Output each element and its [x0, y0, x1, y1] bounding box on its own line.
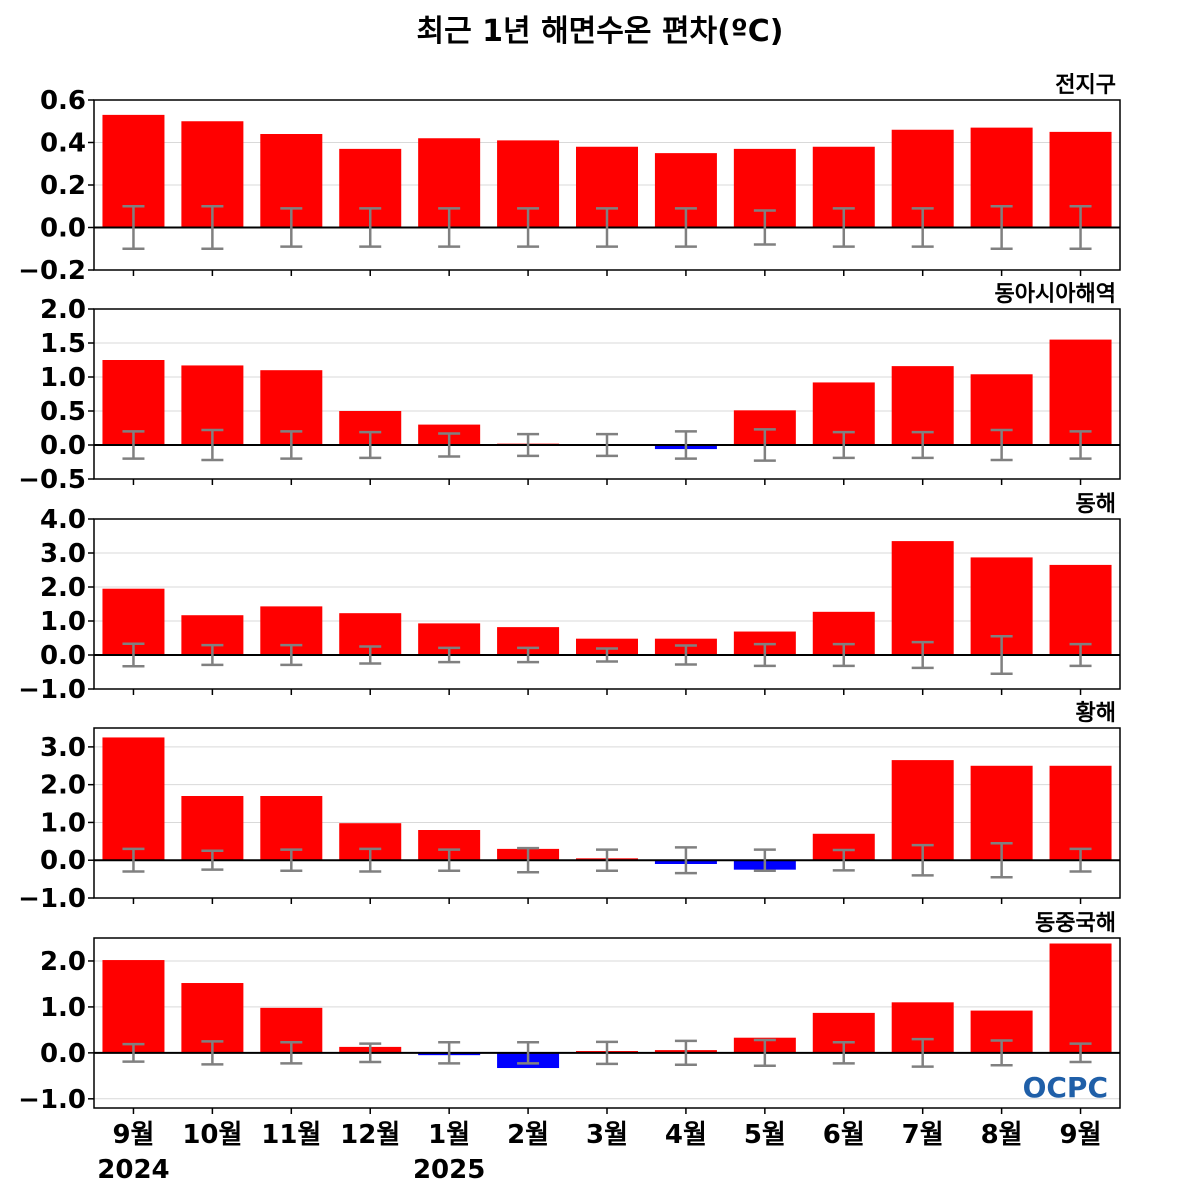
chart-title: 최근 1년 해면수온 편차(ºC)	[416, 14, 784, 49]
y-tick-label: 0.0	[40, 431, 86, 461]
y-tick-label: −1.0	[18, 884, 86, 914]
x-tick-label: 4월	[665, 1120, 707, 1150]
y-tick-label: 1.0	[40, 363, 86, 393]
panel-label: 전지구	[1055, 73, 1116, 98]
y-tick-label: 2.0	[40, 771, 86, 801]
x-tick-label: 7월	[902, 1120, 944, 1150]
panel-label: 황해	[1076, 701, 1116, 726]
y-tick-label: −1.0	[18, 675, 86, 705]
y-tick-label: 0.2	[40, 171, 86, 201]
bar	[891, 541, 954, 655]
bar	[576, 638, 638, 655]
y-tick-label: 0.0	[40, 214, 86, 244]
y-tick-label: 3.0	[40, 733, 86, 763]
x-tick-label: 1월	[428, 1120, 470, 1150]
y-tick-label: −0.2	[18, 256, 86, 286]
x-tick-label: 5월	[744, 1120, 786, 1150]
x-tick-label: 9월	[1060, 1120, 1102, 1150]
y-tick-label: 2.0	[40, 573, 86, 603]
year-label: 2024	[97, 1155, 169, 1185]
bar	[1049, 564, 1112, 655]
panel-label: 동해	[1076, 492, 1116, 517]
y-tick-label: 0.5	[40, 397, 86, 427]
year-label: 2025	[413, 1155, 485, 1185]
bar	[102, 737, 165, 861]
y-tick-label: 0.0	[40, 641, 86, 671]
panel-frame	[93, 937, 1121, 1109]
x-tick-label: 6월	[823, 1120, 865, 1150]
bar	[1049, 765, 1112, 861]
y-tick-label: 0.4	[40, 129, 86, 159]
y-tick-label: 3.0	[40, 539, 86, 569]
bar	[1049, 339, 1112, 445]
x-tick-label: 10월	[182, 1120, 242, 1150]
panel-frame	[93, 727, 1121, 899]
y-tick-label: 2.0	[40, 295, 86, 325]
panel-label: 동아시아해역	[995, 282, 1116, 307]
panel-label: 동중국해	[1035, 911, 1116, 936]
x-tick-label: 8월	[981, 1120, 1023, 1150]
y-tick-label: 2.0	[40, 947, 86, 977]
x-tick-label: 9월	[112, 1120, 154, 1150]
bar	[181, 796, 244, 861]
y-tick-label: 1.0	[40, 607, 86, 637]
y-tick-label: 0.6	[40, 86, 86, 116]
x-tick-label: 3월	[586, 1120, 628, 1150]
x-tick-label: 2월	[507, 1120, 549, 1150]
panel-frame	[93, 518, 1121, 690]
y-tick-label: 1.0	[40, 808, 86, 838]
bar	[1049, 943, 1112, 1053]
bar	[102, 960, 165, 1053]
ocpc-logo: OCPC	[1023, 1071, 1108, 1104]
y-tick-label: 0.0	[40, 1039, 86, 1069]
y-tick-label: −1.0	[18, 1085, 86, 1115]
y-tick-label: 1.0	[40, 993, 86, 1023]
y-tick-label: 1.5	[40, 329, 86, 359]
x-tick-label: 11월	[261, 1120, 321, 1150]
y-tick-label: 0.0	[40, 846, 86, 876]
y-tick-label: 4.0	[40, 505, 86, 535]
bar	[891, 760, 954, 861]
x-tick-label: 12월	[340, 1120, 400, 1150]
y-tick-label: −0.5	[18, 465, 86, 495]
